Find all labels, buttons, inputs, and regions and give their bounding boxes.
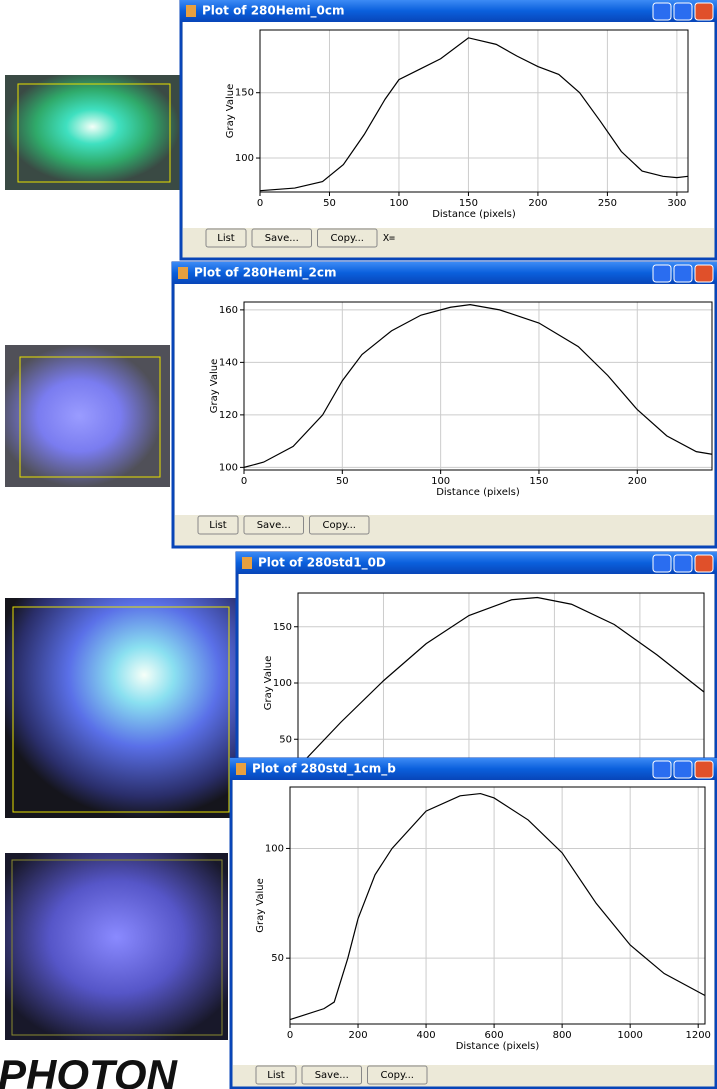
y-tick-label: 120 <box>219 410 238 421</box>
image <box>5 853 228 1040</box>
button-label[interactable]: Copy... <box>331 233 364 244</box>
plot-window: Plot of 280Hemi_2cm 0 50 100 150 200 100 120 140… <box>172 262 717 547</box>
x-tick-label: 200 <box>348 1030 367 1041</box>
y-tick-label: 140 <box>219 357 238 368</box>
x-tick-label: 100 <box>431 476 450 487</box>
logo: PHOTON <box>0 1051 179 1089</box>
close-button[interactable] <box>695 265 713 282</box>
y-axis-label: Gray Value <box>225 84 236 139</box>
minimize-button[interactable] <box>653 555 671 572</box>
screen: PHOTON Plot of 280Hemi_0cm 0 50 100 150 200 25… <box>0 0 717 1089</box>
minimize-button[interactable] <box>653 3 671 20</box>
maximize-button[interactable] <box>674 3 692 20</box>
x-tick-label: 100 <box>389 198 408 209</box>
button-label[interactable]: Save... <box>257 520 291 531</box>
y-tick-label: 100 <box>219 462 238 473</box>
close-button[interactable] <box>695 3 713 20</box>
close-button[interactable] <box>695 555 713 572</box>
y-tick-label: 50 <box>271 953 284 964</box>
image <box>5 345 170 487</box>
x-tick-label: 800 <box>553 1030 572 1041</box>
x-tick-label: 0 <box>257 198 263 209</box>
window-title: Plot of 280std1_0D <box>258 556 386 571</box>
x-axis-label: Distance (pixels) <box>432 209 516 220</box>
x-tick-label: 150 <box>529 476 548 487</box>
window-title: Plot of 280std_1cm_b <box>252 762 396 777</box>
x-tick-label: 400 <box>417 1030 436 1041</box>
x-tick-label: 300 <box>667 198 686 209</box>
y-tick-label: 50 <box>279 734 292 745</box>
y-tick-label: 150 <box>235 88 254 99</box>
window-title: Plot of 280Hemi_0cm <box>202 4 345 19</box>
x-tick-label: 0 <box>241 476 247 487</box>
window-icon <box>242 557 252 569</box>
y-tick-label: 100 <box>265 843 284 854</box>
image <box>5 598 237 818</box>
button-label[interactable]: Copy... <box>323 520 356 531</box>
x-axis-label: Distance (pixels) <box>436 487 520 498</box>
x-tick-label: 200 <box>528 198 547 209</box>
button-label[interactable]: List <box>217 233 235 244</box>
y-tick-label: 100 <box>273 678 292 689</box>
x-tick-label: 1000 <box>617 1030 642 1041</box>
maximize-button[interactable] <box>674 265 692 282</box>
button-label[interactable]: Copy... <box>381 1070 414 1081</box>
y-tick-label: 160 <box>219 305 238 316</box>
minimize-button[interactable] <box>653 761 671 778</box>
x-axis-label: Distance (pixels) <box>456 1041 540 1052</box>
window-icon <box>178 267 188 279</box>
button-label[interactable]: Save... <box>315 1070 349 1081</box>
status-text: X= <box>383 233 395 244</box>
x-tick-label: 50 <box>323 198 336 209</box>
plot-window: Plot of 280Hemi_0cm 0 50 100 150 200 250 300 100… <box>180 0 717 259</box>
plot-window: Plot of 280std_1cm_b 0 200 400 600 800 1000 120… <box>230 758 717 1088</box>
minimize-button[interactable] <box>653 265 671 282</box>
y-axis-label: Gray Value <box>209 359 220 414</box>
y-axis-label: Gray Value <box>263 656 274 711</box>
x-tick-label: 0 <box>287 1030 293 1041</box>
button-label[interactable]: List <box>209 520 227 531</box>
x-tick-label: 200 <box>628 476 647 487</box>
window-icon <box>186 5 196 17</box>
button-label[interactable]: Save... <box>265 233 299 244</box>
maximize-button[interactable] <box>674 555 692 572</box>
button-label[interactable]: List <box>267 1070 285 1081</box>
plot-background <box>233 780 714 1065</box>
x-tick-label: 1200 <box>685 1030 710 1041</box>
close-button[interactable] <box>695 761 713 778</box>
x-tick-label: 600 <box>485 1030 504 1041</box>
x-tick-label: 150 <box>459 198 478 209</box>
window-title: Plot of 280Hemi_2cm <box>194 266 337 281</box>
x-tick-label: 250 <box>598 198 617 209</box>
image <box>5 75 180 190</box>
y-tick-label: 100 <box>235 153 254 164</box>
x-tick-label: 50 <box>336 476 349 487</box>
window-icon <box>236 763 246 775</box>
maximize-button[interactable] <box>674 761 692 778</box>
y-tick-label: 150 <box>273 622 292 633</box>
y-axis-label: Gray Value <box>255 878 266 933</box>
